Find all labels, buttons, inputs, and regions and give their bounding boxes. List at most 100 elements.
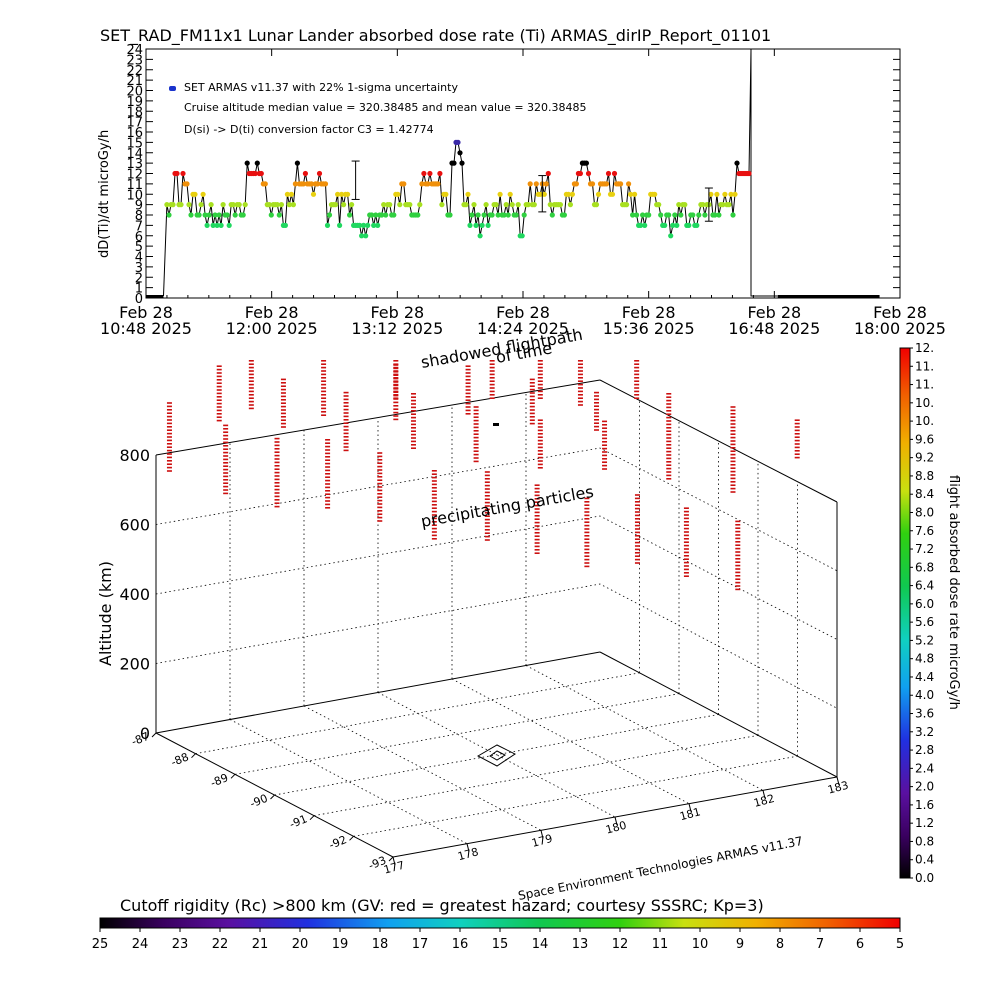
altitude-marker: [216, 399, 222, 401]
dose-point-282: [730, 212, 736, 218]
altitude-marker: [377, 503, 383, 505]
dose-point-253: [672, 212, 678, 218]
altitude-marker: [634, 558, 640, 561]
dose-point-275: [716, 212, 722, 218]
altitude-marker: [223, 448, 229, 450]
legend-line-3: D(si) -> D(ti) conversion factor C3 = 1.…: [184, 123, 434, 136]
dose-point-256: [678, 212, 684, 218]
dose-colorbar-tick-label: 10.: [915, 396, 934, 410]
dose-point-237: [640, 212, 646, 218]
altitude-marker: [393, 387, 399, 389]
dose-point-80: [324, 222, 331, 228]
altitude-marker: [602, 424, 608, 426]
altitude-marker: [489, 370, 495, 372]
altitude-marker: [794, 436, 800, 438]
altitude-marker: [431, 480, 437, 482]
dose-colorbar-tick-label: 5.6: [915, 615, 934, 629]
altitude-marker: [484, 474, 490, 477]
altitude-marker: [683, 510, 689, 513]
altitude-marker: [735, 588, 741, 591]
altitude-marker: [529, 395, 535, 398]
altitude-marker: [321, 360, 327, 362]
altitude-marker: [343, 402, 349, 404]
dose-point-238: [642, 222, 648, 228]
altitude-marker: [410, 437, 416, 439]
y-tick-label: 13: [126, 157, 143, 172]
altitude-marker: [248, 383, 254, 386]
altitude-marker: [666, 454, 672, 456]
altitude-marker: [410, 440, 416, 443]
dose-colorbar: 0.0 0.4 0.8 1.2 1.6 2.0 2.4 2.8 3.2 3.6 4.0 4.4 4.8 5…: [899, 341, 961, 885]
altitude-marker: [410, 413, 416, 415]
altitude-marker: [223, 482, 229, 484]
altitude-marker: [248, 366, 254, 369]
altitude-marker: [634, 511, 640, 513]
altitude-marker: [325, 445, 331, 448]
dose-point-126: [417, 202, 423, 208]
altitude-column: [465, 365, 471, 415]
altitude-marker: [216, 382, 222, 384]
altitude-marker: [730, 474, 736, 476]
dose-colorbar-tick-label: 11.: [915, 359, 934, 373]
altitude-marker: [634, 538, 640, 540]
altitude-marker: [666, 423, 672, 426]
altitude-marker: [534, 491, 540, 493]
altitude-marker: [794, 433, 800, 435]
dose-point-61: [286, 202, 292, 208]
altitude-marker: [666, 433, 672, 436]
altitude-marker: [223, 479, 229, 481]
dose-point-38: [240, 212, 246, 218]
altitude-column: [280, 378, 286, 428]
altitude-marker: [489, 394, 495, 396]
altitude-marker: [280, 426, 286, 428]
dose-point-39: [242, 202, 248, 208]
altitude-marker: [473, 460, 479, 463]
dose-point-145: [455, 139, 461, 145]
dose-point-233: [632, 191, 638, 197]
altitude-marker: [248, 390, 254, 393]
altitude-marker: [325, 486, 331, 489]
altitude-marker: [666, 464, 672, 466]
y-tick-label: 18: [126, 105, 143, 120]
altitude-marker: [594, 405, 600, 407]
y-tick-label: 11: [126, 178, 143, 193]
altitude-marker: [683, 534, 689, 537]
altitude-column: [594, 391, 600, 431]
dose-point-84: [332, 202, 339, 208]
altitude-marker: [274, 482, 280, 484]
altitude-marker: [730, 484, 736, 486]
altitude-marker: [666, 437, 672, 439]
dose-point-178: [521, 212, 527, 218]
dose-point-113: [391, 212, 397, 218]
altitude-marker: [577, 397, 583, 399]
altitude-marker: [166, 429, 172, 431]
altitude-marker: [431, 534, 437, 537]
altitude-marker: [794, 429, 800, 432]
altitude-marker: [584, 497, 590, 500]
altitude-marker: [223, 441, 229, 444]
dose-point-72: [308, 181, 315, 187]
dose-point-200: [565, 191, 572, 197]
y-tick-label: 22: [126, 64, 143, 79]
altitude-marker: [393, 370, 399, 372]
altitude-marker: [166, 402, 172, 404]
dose-point-215: [595, 191, 602, 197]
rigidity-colorbar-tick-label: 10: [692, 937, 709, 952]
altitude-marker: [166, 463, 172, 465]
altitude-marker: [683, 514, 689, 516]
altitude-marker: [223, 445, 229, 447]
dose-point-202: [569, 191, 576, 197]
altitude-marker: [602, 468, 608, 470]
altitude-marker: [274, 478, 280, 481]
dose-point-105: [375, 222, 381, 228]
altitude-marker: [529, 399, 535, 401]
altitude-marker: [735, 568, 741, 570]
altitude-marker: [602, 464, 608, 467]
dose-point-254: [674, 222, 680, 228]
altitude-marker: [666, 396, 672, 398]
altitude-column: [730, 447, 736, 493]
x-tick-date: Feb 28: [496, 303, 550, 322]
altitude-marker: [410, 393, 416, 395]
altitude-marker: [410, 433, 416, 436]
dose-point-156: [477, 233, 483, 239]
